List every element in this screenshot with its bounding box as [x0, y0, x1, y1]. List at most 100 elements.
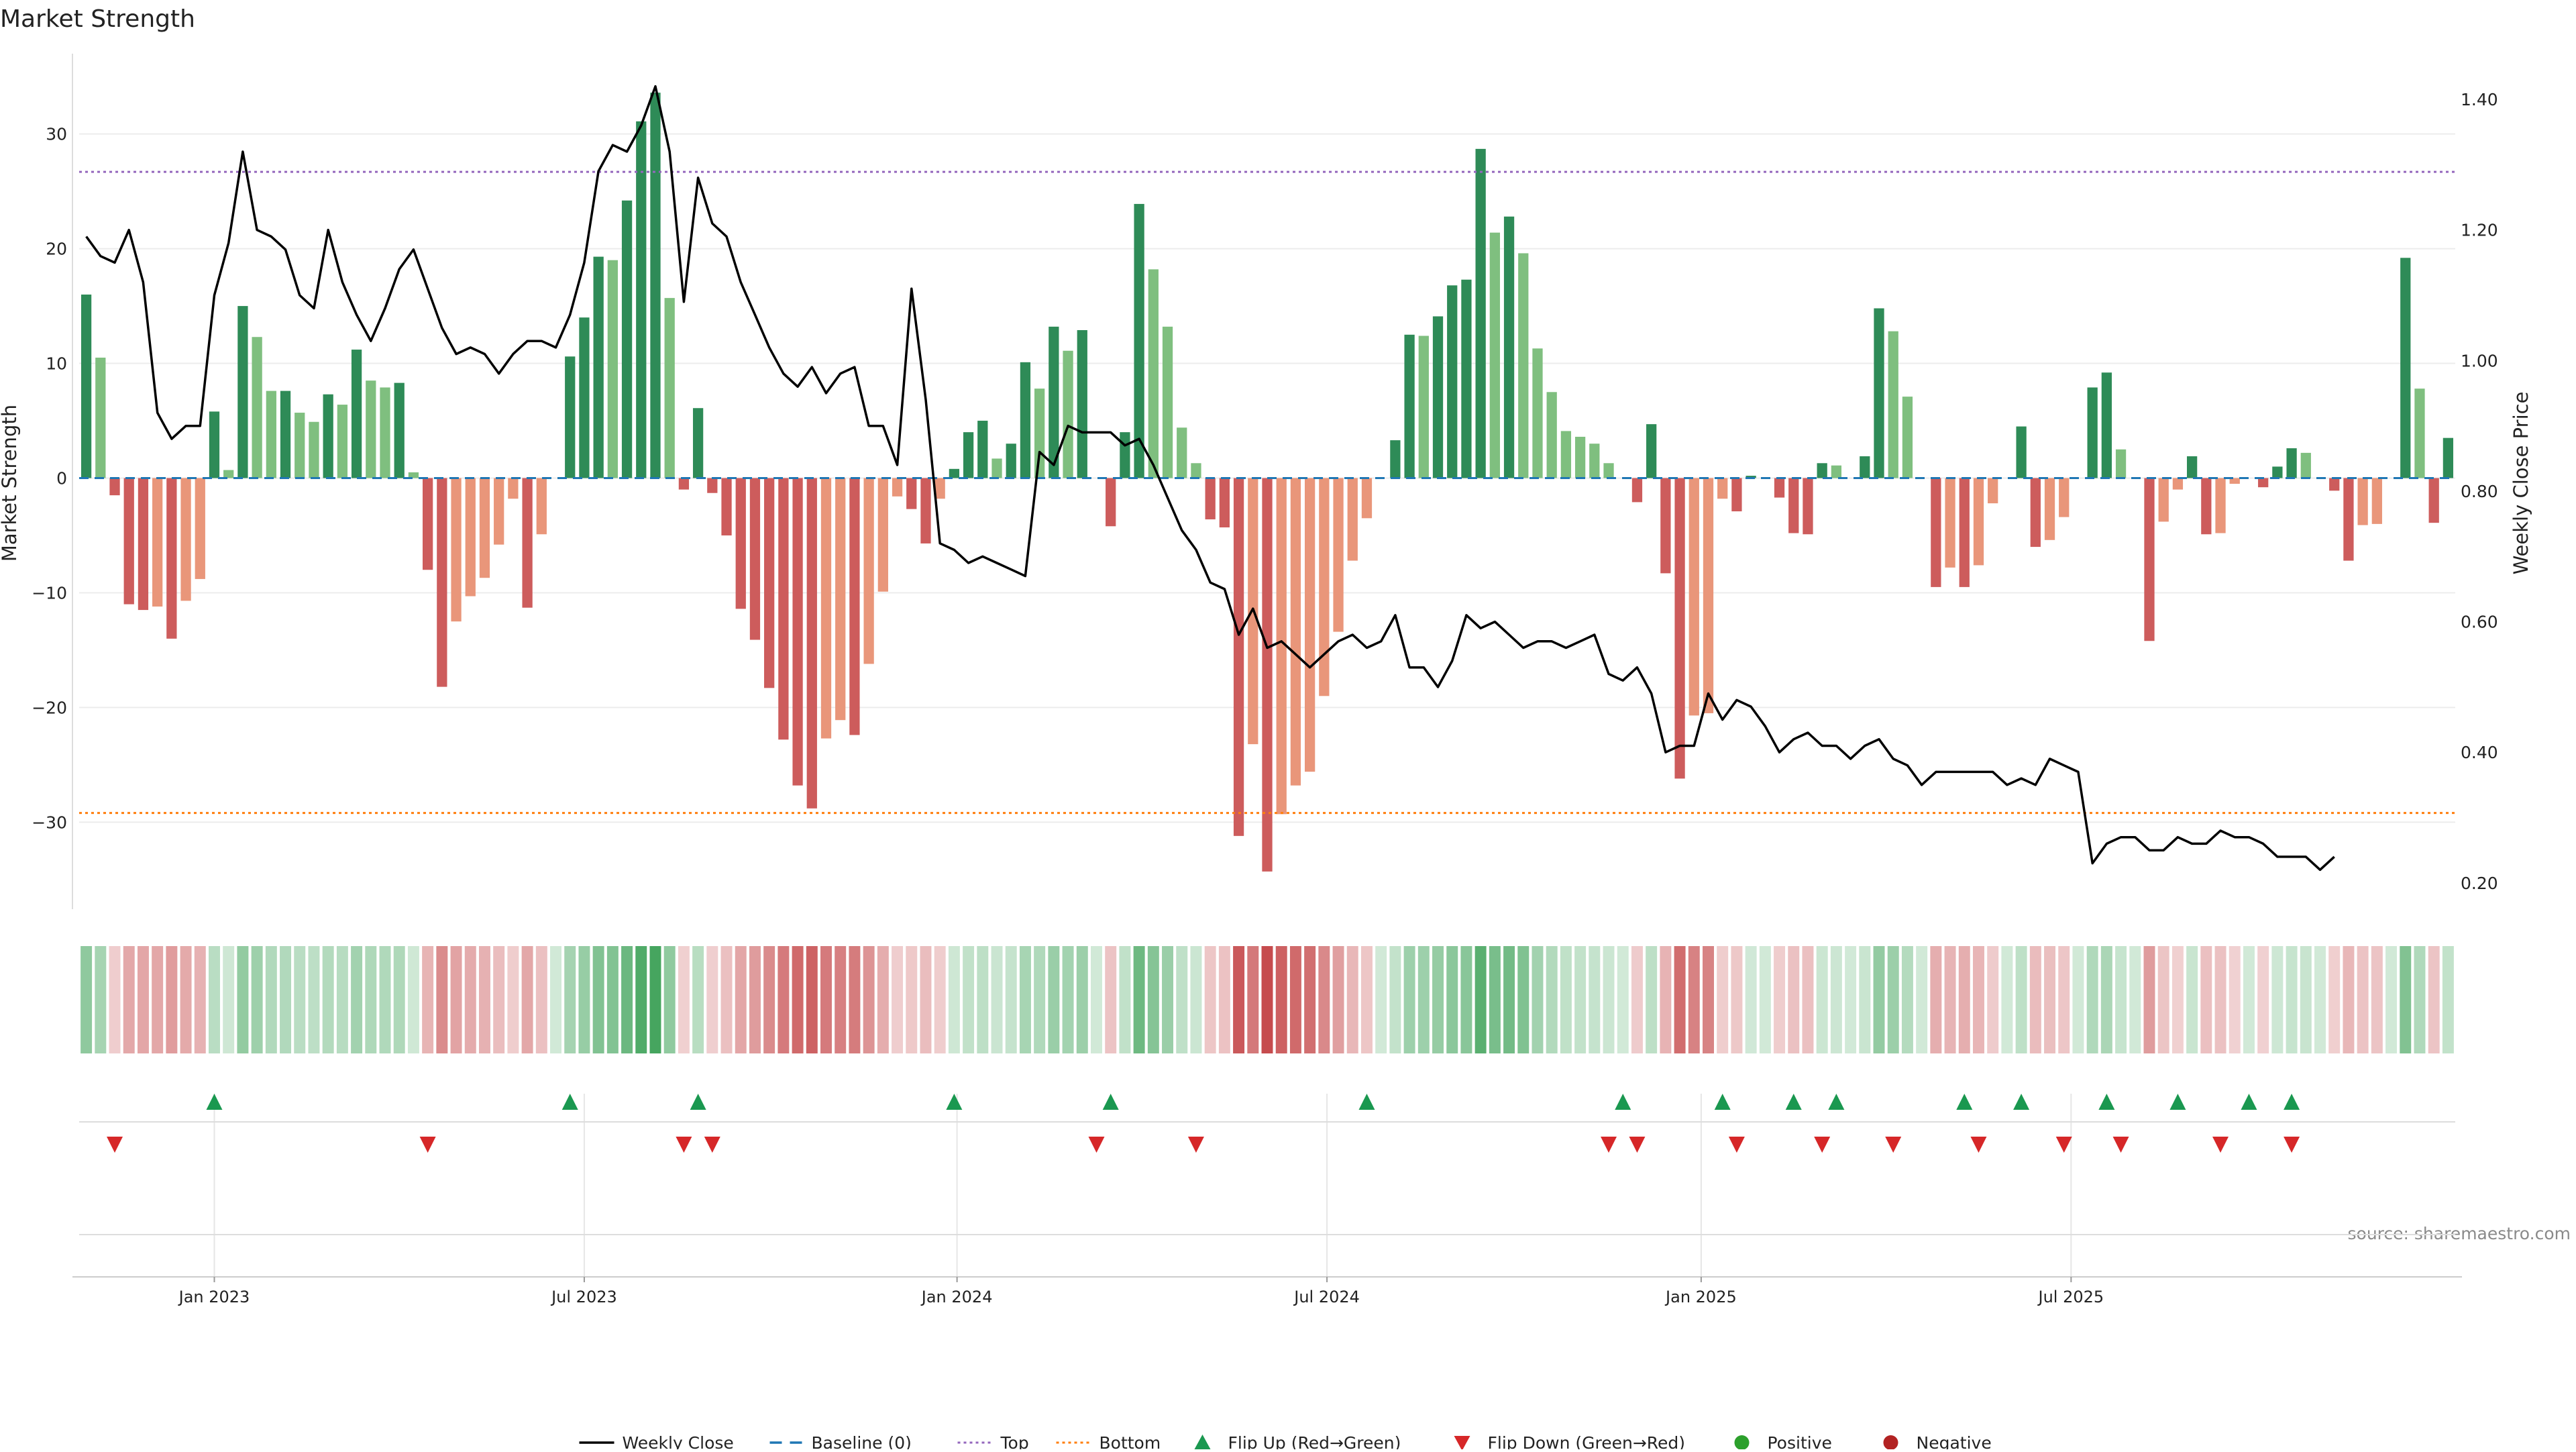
- strength-bar: [1945, 478, 1955, 568]
- strength-bar: [95, 358, 106, 478]
- heat-cell: [1546, 946, 1558, 1053]
- heat-cell: [109, 946, 121, 1053]
- heat-cell: [1759, 946, 1771, 1053]
- strength-bar: [1931, 478, 1941, 587]
- strength-bar: [934, 478, 945, 499]
- strength-bar: [806, 478, 817, 809]
- heat-cell: [521, 946, 533, 1053]
- strength-bar: [764, 478, 775, 688]
- heat-cell: [777, 946, 790, 1053]
- strength-bar: [977, 421, 988, 478]
- heat-cell: [1859, 946, 1871, 1053]
- heat-cell: [393, 946, 405, 1053]
- strength-bar: [109, 478, 120, 496]
- heat-cell: [621, 946, 633, 1053]
- source-note: source: sharemaestro.com: [2348, 1224, 2571, 1243]
- right-tick-label: 1.20: [2461, 221, 2498, 240]
- date-tick-label: Jan 2024: [920, 1288, 993, 1306]
- heat-cell: [2214, 946, 2226, 1053]
- right-tick-label: 1.00: [2461, 351, 2498, 370]
- strength-bar: [1233, 478, 1244, 836]
- strength-bar: [1831, 465, 1842, 478]
- flip-up-marker: [690, 1094, 706, 1110]
- strength-bar: [1631, 478, 1643, 503]
- flip-down-marker: [2055, 1137, 2072, 1153]
- strength-bar: [1219, 478, 1230, 528]
- strength-bar: [138, 478, 149, 611]
- strength-bar: [323, 394, 333, 478]
- strength-bar: [1646, 424, 1657, 478]
- heat-cell: [1517, 946, 1529, 1053]
- strength-bars: [80, 93, 2454, 872]
- heat-cell: [2029, 946, 2041, 1053]
- heat-cell: [849, 946, 861, 1053]
- strength-bar: [1361, 478, 1373, 519]
- strength-bar: [692, 408, 704, 478]
- right-tick-label: 1.40: [2461, 90, 2498, 109]
- strength-bar: [294, 413, 305, 478]
- heat-cell: [180, 946, 192, 1053]
- flip-down-marker: [704, 1137, 720, 1153]
- strength-bar: [1276, 478, 1287, 815]
- heat-cell: [1190, 946, 1202, 1053]
- strength-bar: [522, 478, 533, 608]
- heat-cell: [2100, 946, 2112, 1053]
- strength-bar: [835, 478, 846, 721]
- heat-cell: [95, 946, 107, 1053]
- heat-cell: [80, 946, 93, 1053]
- strength-bar: [195, 478, 205, 579]
- heat-cell: [2300, 946, 2312, 1053]
- heat-cell: [1162, 946, 1174, 1053]
- strength-bar: [479, 478, 490, 578]
- heat-cell: [1460, 946, 1472, 1053]
- strength-bar: [1333, 478, 1344, 632]
- heat-cell: [2044, 946, 2056, 1053]
- strength-bar: [1077, 329, 1087, 478]
- strength-bar: [1603, 463, 1614, 478]
- flip-up-marker: [1785, 1094, 1802, 1110]
- strength-bar: [465, 478, 476, 597]
- heat-cell: [223, 946, 235, 1053]
- heat-cell: [991, 946, 1003, 1053]
- chart-title: Market Strength: [0, 5, 195, 33]
- strength-bar: [2343, 478, 2354, 561]
- strength-bar: [1447, 285, 1458, 478]
- flip-up-marker: [2098, 1094, 2115, 1110]
- heat-cell: [436, 946, 448, 1053]
- strength-bar: [1959, 478, 1970, 587]
- flip-down-marker: [2212, 1137, 2229, 1153]
- left-tick-label: 0: [56, 469, 67, 488]
- weekly-close-series: [85, 85, 2335, 872]
- strength-bar: [636, 121, 647, 478]
- flip-markers: [79, 1094, 2455, 1235]
- flip-down-marker: [1629, 1137, 1646, 1153]
- strength-bar: [792, 478, 803, 786]
- heat-cell: [1375, 946, 1387, 1053]
- strength-bar: [209, 411, 220, 478]
- strength-bar: [237, 306, 248, 478]
- strength-bar: [280, 391, 291, 478]
- heat-cell: [550, 946, 562, 1053]
- heat-cell: [749, 946, 761, 1053]
- strength-bar: [778, 478, 789, 740]
- date-tick-label: Jan 2023: [178, 1288, 250, 1306]
- heat-cell: [464, 946, 476, 1053]
- heat-cell: [948, 946, 960, 1053]
- heat-cell: [1147, 946, 1159, 1053]
- heat-cell: [1958, 946, 1970, 1053]
- strength-bar: [963, 432, 974, 478]
- strength-bar: [1532, 348, 1543, 478]
- heat-cell: [1816, 946, 1828, 1053]
- strength-bar: [1874, 308, 1884, 478]
- strength-bar: [2428, 478, 2439, 523]
- heat-cell: [2257, 946, 2269, 1053]
- heat-cell: [720, 946, 733, 1053]
- heat-cell: [1589, 946, 1601, 1053]
- heat-cell: [578, 946, 590, 1053]
- heat-cell: [2314, 946, 2326, 1053]
- strength-bar: [1319, 478, 1330, 696]
- heat-cell: [1332, 946, 1344, 1053]
- heat-cell: [1646, 946, 1658, 1053]
- heat-cell: [1304, 946, 1316, 1053]
- strength-bar: [1774, 478, 1785, 498]
